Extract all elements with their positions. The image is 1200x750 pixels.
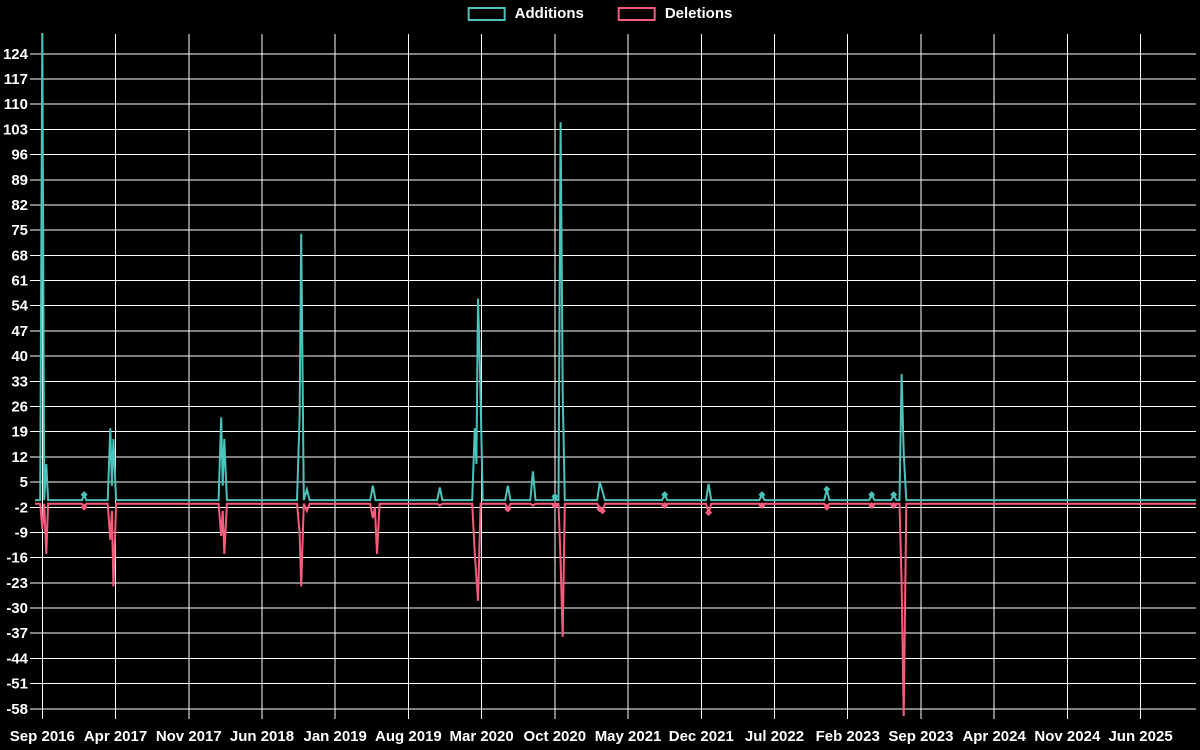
x-tick-label: Jun 2018 <box>230 728 294 745</box>
x-tick-label: Sep 2023 <box>888 728 953 745</box>
y-tick-label: 89 <box>11 172 28 189</box>
additions-marker <box>823 485 831 493</box>
y-tick-label: 75 <box>11 222 28 239</box>
y-tick-label: 110 <box>4 96 28 113</box>
y-tick-label: 12 <box>11 449 28 466</box>
x-tick-label: Oct 2020 <box>524 728 587 745</box>
y-tick-label: 47 <box>11 323 28 340</box>
additions-line <box>35 33 1196 502</box>
deletions-swatch-icon <box>617 6 656 21</box>
additions-marker <box>890 491 898 499</box>
deletions-marker <box>705 509 713 517</box>
deletions-marker <box>890 501 898 509</box>
deletions-marker <box>661 501 669 509</box>
y-tick-label: -2 <box>15 499 28 516</box>
y-axis-labels: 124 117 110 103 96 89 82 75 68 61 54 47 40 33 26 19 12 5 -… <box>3 46 29 718</box>
y-tick-label: 96 <box>11 147 28 164</box>
y-tick-label: 117 <box>4 71 28 88</box>
x-tick-label: Aug 2019 <box>375 728 442 745</box>
y-tick-label: -16 <box>6 550 28 567</box>
x-tick-label: Feb 2023 <box>816 728 880 745</box>
x-tick-label: Apr 2024 <box>962 728 1026 745</box>
deletions-marker <box>80 503 88 511</box>
y-tick-label: 82 <box>11 197 28 214</box>
additions-marker <box>661 491 669 499</box>
deletions-line <box>35 502 1196 717</box>
legend-label-additions: Additions <box>514 5 584 22</box>
y-tick-label: -23 <box>6 575 28 592</box>
x-tick-label: Jan 2019 <box>303 728 366 745</box>
y-tick-label: -51 <box>6 676 28 693</box>
y-tick-label: 5 <box>20 474 28 491</box>
deletions-marker <box>598 507 606 515</box>
additions-marker <box>80 491 88 499</box>
legend-item-deletions[interactable]: Deletions <box>617 5 733 22</box>
y-tick-label: 124 <box>3 46 29 63</box>
deletions-marker <box>868 501 876 509</box>
deletions-marker <box>504 505 512 513</box>
y-tick-label: -37 <box>6 625 28 642</box>
additions-marker <box>551 492 559 500</box>
chart-legend: Additions Deletions <box>467 5 733 22</box>
series-additions <box>35 33 1196 502</box>
y-tick-label: 68 <box>11 247 28 264</box>
y-tick-label: 26 <box>11 398 28 415</box>
y-tick-label: 19 <box>11 424 28 441</box>
y-tick-label: 61 <box>11 273 28 290</box>
additions-marker <box>758 491 766 499</box>
y-tick-label: 54 <box>11 298 28 315</box>
x-tick-label: May 2021 <box>595 728 662 745</box>
additions-swatch-icon <box>467 6 506 21</box>
gridlines <box>30 34 1196 719</box>
x-tick-label: Nov 2017 <box>156 728 222 745</box>
x-tick-label: Nov 2024 <box>1034 728 1101 745</box>
y-tick-label: -58 <box>6 701 28 718</box>
y-tick-label: 33 <box>11 373 28 390</box>
legend-item-additions[interactable]: Additions <box>467 5 584 22</box>
additions-marker <box>868 491 876 499</box>
y-tick-label: 40 <box>11 348 28 365</box>
deletions-marker <box>551 501 559 509</box>
x-tick-label: Apr 2017 <box>84 728 147 745</box>
y-tick-label: -9 <box>15 524 28 541</box>
x-tick-label: Jun 2025 <box>1108 728 1172 745</box>
deletions-marker <box>823 503 831 511</box>
series-deletions <box>35 501 1196 717</box>
x-tick-label: Dec 2021 <box>669 728 734 745</box>
x-tick-label: Sep 2016 <box>10 728 75 745</box>
legend-label-deletions: Deletions <box>664 5 733 22</box>
y-tick-label: 103 <box>3 121 28 138</box>
x-tick-label: Mar 2020 <box>450 728 514 745</box>
deletions-marker <box>758 501 766 509</box>
y-tick-label: -44 <box>6 650 28 667</box>
y-tick-label: -30 <box>6 600 28 617</box>
x-axis-labels: Sep 2016 Apr 2017 Nov 2017 Jun 2018 Jan 2019… <box>10 728 1173 745</box>
x-tick-label: Jul 2022 <box>745 728 804 745</box>
